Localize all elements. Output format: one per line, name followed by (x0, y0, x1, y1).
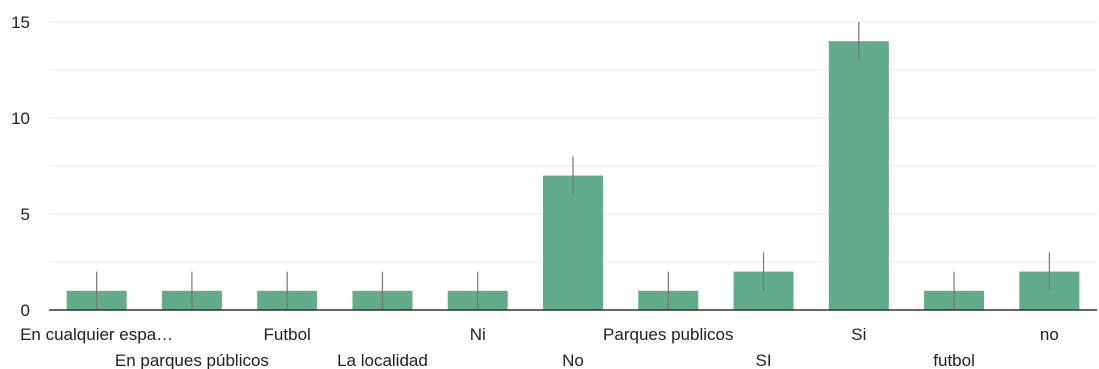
bar (828, 41, 889, 310)
x-category-label: Ni (470, 325, 486, 344)
x-category-label: Si (851, 325, 866, 344)
x-category-label: SI (756, 351, 772, 369)
x-category-label: Futbol (264, 325, 311, 344)
x-axis-labels: En cualquier espa… En parques públicos Fut… (20, 325, 1059, 369)
x-category-label: Parques publicos (603, 325, 733, 344)
y-tick-label: 0 (21, 301, 30, 320)
x-category-label: En cualquier espa… (20, 325, 173, 344)
bar (543, 175, 603, 310)
x-category-label: La localidad (337, 351, 428, 369)
x-category-label: En parques públicos (115, 351, 269, 369)
y-axis-ticks: 0 5 10 15 (11, 13, 30, 320)
x-category-label: futbol (933, 351, 975, 369)
y-tick-label: 5 (21, 205, 30, 224)
x-category-label: no (1040, 325, 1059, 344)
y-tick-label: 15 (11, 13, 30, 32)
x-category-label: No (562, 351, 584, 369)
y-tick-label: 10 (11, 109, 30, 128)
error-bars (96, 22, 1050, 310)
